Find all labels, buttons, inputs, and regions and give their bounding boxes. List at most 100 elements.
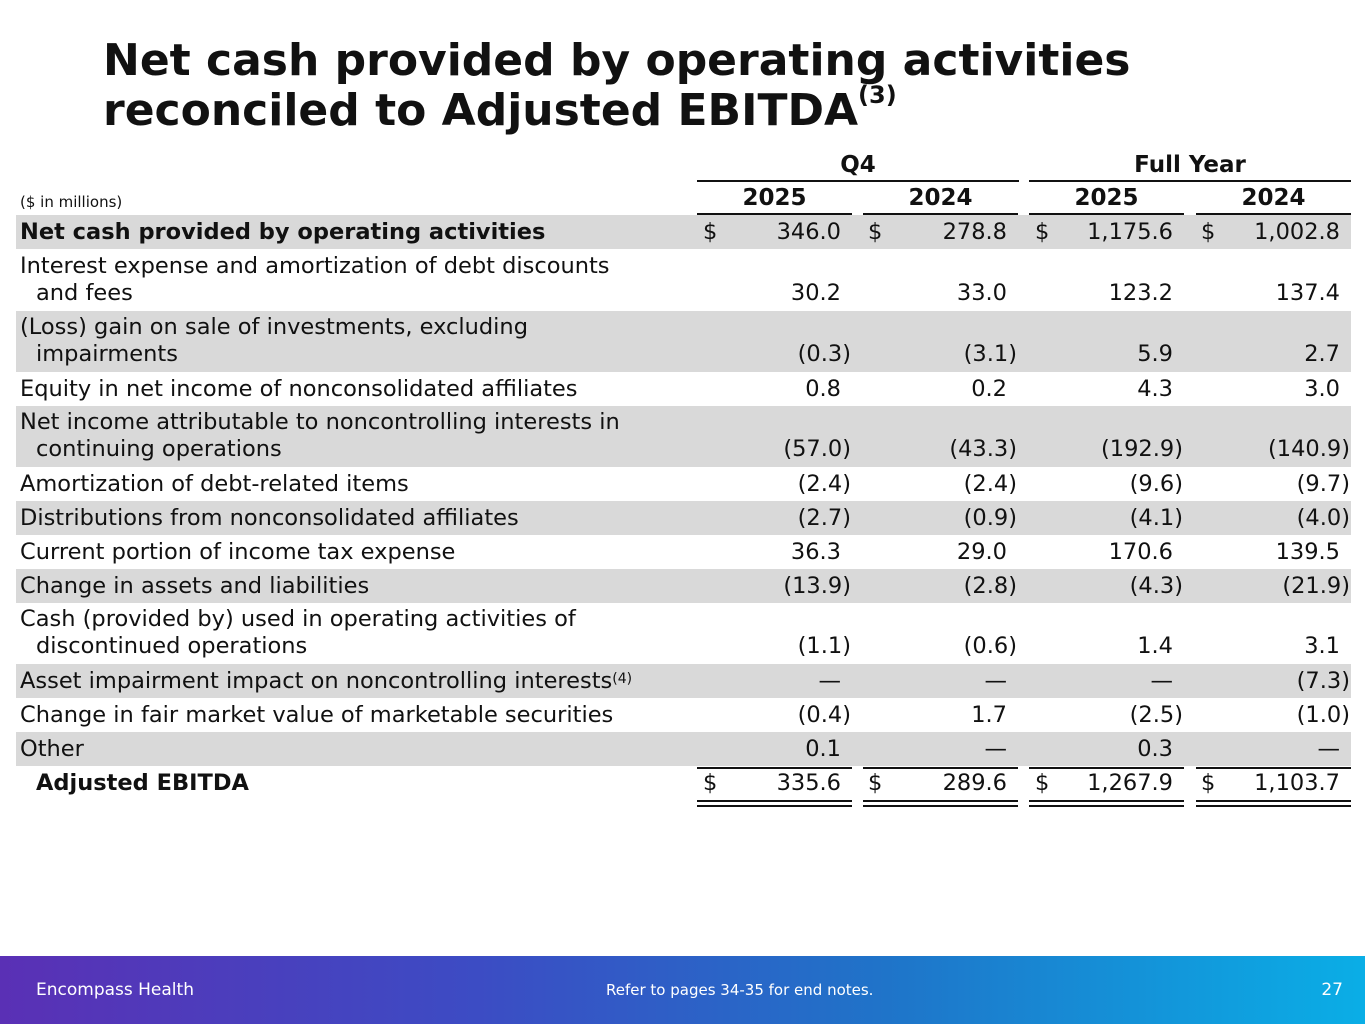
row-label-text: Amortization of debt-related items xyxy=(20,471,409,497)
row-label: Equity in net income of nonconsolidated … xyxy=(20,376,578,403)
row-label: Net income attributable to noncontrollin… xyxy=(20,409,620,463)
value-cell: 278.8 xyxy=(942,219,1007,245)
row-label-text: Distributions from nonconsolidated affil… xyxy=(20,505,519,531)
footer-bar: Encompass Health Refer to pages 34-35 fo… xyxy=(0,956,1365,1024)
table-row: Change in fair market value of marketabl… xyxy=(16,698,1351,732)
value-cell: 33.0 xyxy=(956,280,1007,306)
table-row: Current portion of income tax expense 36.… xyxy=(16,535,1351,569)
column-header-q4-2024: 2024 xyxy=(863,183,1018,215)
value-cell: 2.7 xyxy=(1304,341,1340,367)
currency-symbol: $ xyxy=(1035,219,1050,245)
row-label: Other xyxy=(20,736,84,763)
value-cell: 3.0 xyxy=(1304,376,1340,402)
value-cell: 0.2 xyxy=(971,376,1007,402)
currency-symbol: $ xyxy=(868,219,883,245)
row-label-text: Adjusted EBITDA xyxy=(36,770,249,796)
total-double-rule xyxy=(697,800,852,807)
value-cell: (57.0) xyxy=(783,436,851,462)
table-row: Cash (provided by) used in operating act… xyxy=(16,603,1351,664)
row-label-continuation: continuing operations xyxy=(36,436,282,462)
row-label: Amortization of debt-related items xyxy=(20,471,409,498)
slide-title-superscript: (3) xyxy=(858,81,897,109)
value-cell: 30.2 xyxy=(790,280,841,306)
value-cell: (4.3) xyxy=(1129,573,1183,599)
value-cell: 137.4 xyxy=(1275,280,1340,306)
value-cell: (9.6) xyxy=(1129,471,1183,497)
slide-title-text: Net cash provided by operating activitie… xyxy=(103,35,1131,136)
table-row: Amortization of debt-related items (2.4) (… xyxy=(16,467,1351,501)
column-group-full-year: Full Year xyxy=(1029,150,1351,182)
row-label: Net cash provided by operating activitie… xyxy=(20,219,545,246)
row-label-text: (Loss) gain on sale of investments, excl… xyxy=(20,314,528,340)
value-cell: (3.1) xyxy=(963,341,1017,367)
column-header-q4-2025: 2025 xyxy=(697,183,852,215)
value-cell: (0.4) xyxy=(797,702,851,728)
value-cell: (7.3) xyxy=(1296,668,1350,694)
row-label: Distributions from nonconsolidated affil… xyxy=(20,505,519,532)
row-label-text: Equity in net income of nonconsolidated … xyxy=(20,376,578,402)
table-row: Adjusted EBITDA 335.6 $289.6 $1,267.9 $1,103… xyxy=(16,766,1351,800)
value-cell: 1,175.6 xyxy=(1087,219,1173,245)
row-label-text: Asset impairment impact on noncontrollin… xyxy=(20,668,613,694)
row-label: Asset impairment impact on noncontrollin… xyxy=(20,668,632,695)
total-double-rule xyxy=(1196,800,1351,807)
footer-note: Refer to pages 34-35 for end notes. xyxy=(606,981,874,999)
value-cell: 0.1 xyxy=(805,736,841,762)
value-cell: (4.1) xyxy=(1129,505,1183,531)
value-cell: (4.0) xyxy=(1296,505,1350,531)
footer-brand: Encompass Health xyxy=(36,980,194,1000)
value-cell: (1.0) xyxy=(1296,702,1350,728)
table-row: Asset impairment impact on noncontrollin… xyxy=(16,664,1351,698)
value-cell: (9.7) xyxy=(1296,471,1350,497)
value-cell: 4.3 xyxy=(1137,376,1173,402)
currency-symbol: $ xyxy=(703,770,718,796)
value-cell: — xyxy=(1150,668,1174,694)
value-cell: (2.5) xyxy=(1129,702,1183,728)
total-double-rule xyxy=(863,800,1018,807)
table-row: Distributions from nonconsolidated affil… xyxy=(16,501,1351,535)
row-label-footnote: (4) xyxy=(612,671,633,687)
value-cell: 1.7 xyxy=(971,702,1007,728)
row-label: Interest expense and amortization of deb… xyxy=(20,253,610,307)
value-cell: 29.0 xyxy=(956,539,1007,565)
value-cell: 289.6 xyxy=(942,770,1007,796)
value-cell: — xyxy=(1317,736,1341,762)
value-cell: (13.9) xyxy=(783,573,851,599)
total-top-rule xyxy=(1196,767,1351,769)
row-label: Change in assets and liabilities xyxy=(20,573,369,600)
units-label: ($ in millions) xyxy=(20,193,123,211)
value-cell: (43.3) xyxy=(949,436,1017,462)
value-cell: 1.4 xyxy=(1137,633,1173,659)
value-cell: (192.9) xyxy=(1101,436,1183,462)
row-label-text: Change in assets and liabilities xyxy=(20,573,370,599)
table-row: Change in assets and liabilities (13.9) (2… xyxy=(16,569,1351,603)
row-label-continuation: impairments xyxy=(36,341,178,367)
total-double-rule xyxy=(1029,800,1184,807)
row-label: Change in fair market value of marketabl… xyxy=(20,702,613,729)
row-label: Cash (provided by) used in operating act… xyxy=(20,606,576,660)
total-top-rule xyxy=(863,767,1018,769)
page-number: 27 xyxy=(1321,980,1343,1000)
value-cell: 170.6 xyxy=(1108,539,1173,565)
value-cell: (140.9) xyxy=(1268,436,1350,462)
value-cell: (2.8) xyxy=(963,573,1017,599)
value-cell: 1,267.9 xyxy=(1087,770,1173,796)
value-cell: 0.8 xyxy=(805,376,841,402)
value-cell: 346.0 xyxy=(776,219,841,245)
total-top-rule xyxy=(1029,767,1184,769)
currency-symbol: $ xyxy=(868,770,883,796)
currency-symbol: $ xyxy=(1035,770,1050,796)
value-cell: 5.9 xyxy=(1137,341,1173,367)
row-label-continuation: discontinued operations xyxy=(36,633,308,659)
value-cell: (2.7) xyxy=(797,505,851,531)
table-row: Interest expense and amortization of deb… xyxy=(16,250,1351,311)
currency-symbol: $ xyxy=(1201,219,1216,245)
value-cell: (21.9) xyxy=(1282,573,1350,599)
table-row: Other 0.1 — 0.3 — xyxy=(16,732,1351,766)
value-cell: — xyxy=(818,668,842,694)
slide-title: Net cash provided by operating activitie… xyxy=(103,36,1303,136)
value-cell: (0.9) xyxy=(963,505,1017,531)
value-cell: 139.5 xyxy=(1275,539,1340,565)
value-cell: 36.3 xyxy=(790,539,841,565)
value-cell: 123.2 xyxy=(1108,280,1173,306)
